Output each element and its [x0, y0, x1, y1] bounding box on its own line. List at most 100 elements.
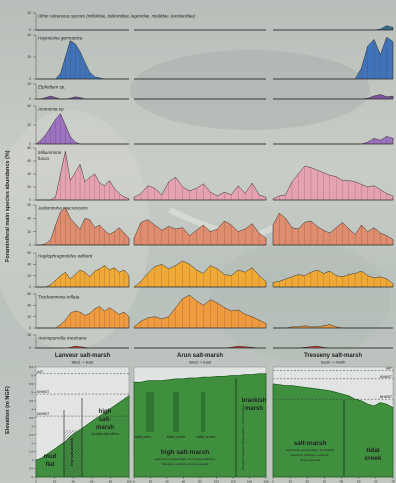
elev-y-tick-label: 0	[31, 475, 33, 479]
species-label: Ammonia sp.	[37, 107, 65, 112]
zone-hatch	[64, 430, 82, 477]
x-tick-label: 100	[126, 480, 131, 483]
species-row-haynesina: 0 20 40 Haynesina germanica	[27, 33, 394, 81]
zone-species: Spartina alterniflora	[91, 432, 119, 436]
tide-label-mhwnt: MHWNT	[37, 412, 49, 416]
elev-y-tick-label: 1.5	[29, 450, 33, 454]
y-tick-label: 60	[27, 292, 31, 296]
elev-y-tick-label: 0.5	[29, 467, 33, 471]
elev-y-tick-label: 6.5	[29, 365, 33, 369]
x-tick-label: 20	[306, 480, 310, 483]
y-tick-label: 0	[29, 346, 31, 350]
species-label: Arenoparrella mexicana	[37, 336, 87, 341]
elevation-profile	[35, 395, 130, 478]
zone-label: high	[99, 409, 112, 415]
x-tick-label: 70	[391, 480, 395, 483]
zone-label: salt-pans	[135, 434, 151, 439]
y-tick-label: 40	[27, 217, 31, 221]
zone-species: Halimione portulacoides, Puccinellia Mar…	[154, 457, 215, 461]
x-tick-label: 40	[340, 480, 344, 483]
site-orientation: South -> North	[321, 361, 346, 365]
zone-label: marsh	[96, 425, 114, 431]
y-tick-label: 20	[27, 333, 31, 337]
y-tick-label: 80	[27, 146, 31, 150]
x-tick-label: 50	[357, 480, 361, 483]
site-panel-arun: Arun salt-marsh West -> East 0 20 40 60 80 100 1…	[133, 353, 269, 483]
species-label: Elphidium sp.	[38, 85, 66, 90]
area-trochammina-arun	[133, 294, 267, 329]
elev-y-tick-label: 4	[31, 407, 33, 411]
zone-label: salt-	[99, 417, 111, 423]
elev-y-tick-label: 1	[31, 458, 33, 462]
area-elphidium-lanveur	[36, 95, 129, 100]
tidal-creek-0	[146, 392, 154, 432]
x-tick-label: 20	[53, 480, 57, 483]
zone-label: creek	[365, 455, 382, 462]
site-title: Tresseny salt-marsh	[304, 353, 362, 359]
elevation-profile	[133, 373, 267, 478]
y-tick-label: 0	[29, 326, 31, 330]
y-tick-label: 0	[29, 28, 31, 32]
area-miliammina-arun	[133, 176, 267, 201]
y-tick-label: 0	[29, 285, 31, 289]
elev-y-tick-label: 3	[31, 424, 33, 428]
x-tick-label: 40	[165, 480, 169, 483]
x-tick-label: 80	[198, 480, 202, 483]
tide-label-mhwst: MHWST	[380, 375, 392, 379]
zone-label: high salt-marsh	[161, 449, 209, 456]
y-tick-label: 0	[29, 142, 31, 146]
elev-y-tick-label: 2	[31, 441, 33, 445]
x-tick-label: 0	[35, 480, 37, 483]
area-haplo-lanveur	[36, 265, 130, 288]
y-tick-label: 20	[27, 82, 31, 86]
elev-y-tick-label: 4.5	[29, 399, 33, 403]
zone-label: tidal creek	[197, 434, 215, 439]
species-label: Trochammina inflata	[38, 295, 80, 300]
zone-species: Plantago maritima, Juncus gerardii	[162, 462, 209, 466]
tidal-creek-1	[173, 392, 179, 432]
x-tick-label: 80	[109, 480, 113, 483]
area-jadammina-tresseny	[272, 212, 394, 246]
y-tick-label: 0	[29, 243, 31, 247]
site-panel-tresseny: Tresseny salt-marsh South -> North 0 10 20 30…	[272, 353, 395, 483]
y-tick-label: 20	[27, 123, 31, 127]
x-tick-label: 100	[214, 480, 219, 483]
x-tick-label: 10	[288, 480, 292, 483]
y-axis-title: Foraminiferal main species abundance (%)	[5, 150, 11, 262]
y-tick-label: 20	[27, 230, 31, 234]
site-title: Lanveur salt-marsh	[55, 353, 111, 359]
zone-label: salt-marsh	[294, 440, 327, 447]
tide-label-mhwst: MHWST	[37, 390, 49, 394]
zone-label: tidal creek	[167, 434, 185, 439]
species-label: Miliammina	[38, 150, 62, 155]
species-row-arenoparrella: 0 20 Arenoparrella mexicana	[27, 333, 393, 350]
species-label: fusca	[38, 156, 49, 161]
area-haynesina-lanveur	[36, 40, 129, 80]
species-row-calcareous: 0 20 Other calcareous species (miliolidae,…	[27, 11, 394, 32]
y-tick-label: 20	[27, 11, 31, 15]
x-tick-label: 0	[272, 480, 274, 483]
area-jadammina-lanveur	[36, 207, 130, 246]
tide-label-hat: HAT	[37, 370, 43, 374]
elevation-profile	[272, 383, 394, 478]
area-miliammina-tresseny	[272, 165, 394, 201]
area-ammonia-tresseny	[273, 136, 394, 145]
species-row-ammonia: 0 20 40 Ammonia sp.	[27, 104, 394, 146]
zone-label: tidal	[366, 447, 380, 454]
species-row-haplo: 0 20 40 60 Haplophragmoides wilberti	[27, 251, 394, 289]
elev-y-tick-label: 5.5	[29, 382, 33, 386]
y-tick-label: 40	[27, 304, 31, 308]
y-tick-label: 0	[29, 198, 31, 202]
y-tick-label: 20	[27, 55, 31, 59]
x-tick-label: 0	[133, 480, 135, 483]
site-title: Arun salt-marsh	[177, 353, 223, 359]
site-orientation: West -> East	[189, 361, 212, 365]
x-tick-label: 60	[182, 480, 186, 483]
area-miliammina-lanveur	[36, 151, 130, 201]
zone-species: Maritima, Plantago maritima,	[291, 453, 329, 457]
tidal-creek-2	[201, 392, 205, 432]
y-tick-label: 60	[27, 159, 31, 163]
tide-label-mhwnt: MHWNT	[380, 395, 392, 399]
